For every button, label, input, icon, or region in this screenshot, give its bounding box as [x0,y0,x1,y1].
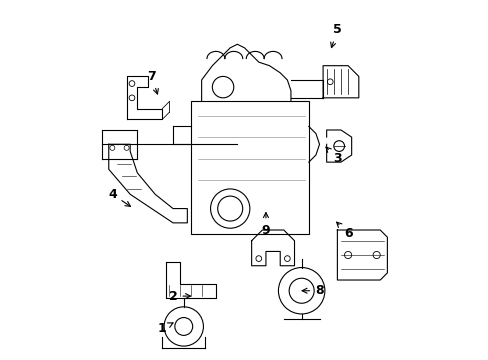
Text: 4: 4 [108,188,130,206]
Text: 2: 2 [168,289,190,303]
Text: 7: 7 [147,70,158,94]
Text: 1: 1 [158,322,173,335]
Text: 6: 6 [336,222,352,240]
Text: 3: 3 [325,147,341,165]
Text: 8: 8 [302,284,323,297]
Text: 5: 5 [330,23,341,48]
Text: 9: 9 [261,213,270,237]
